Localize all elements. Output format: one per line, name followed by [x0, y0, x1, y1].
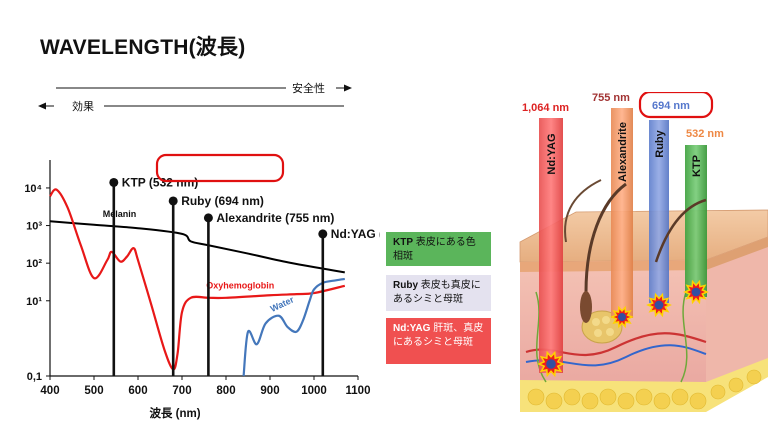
- hair-follicle: [580, 291, 592, 323]
- safety-label: 安全性: [292, 81, 325, 95]
- burst-core: [546, 359, 556, 369]
- beam-ruby-label: Ruby: [654, 129, 666, 157]
- y-tick-label: 10³: [26, 221, 42, 233]
- laser-marker: [109, 177, 119, 187]
- laser-label: KTP (532 nm): [122, 175, 198, 189]
- beam-alexandrite: [611, 108, 633, 318]
- ruby-beam-highlight: [638, 92, 714, 119]
- beam-ktp-wavelength: 532 nm: [686, 128, 724, 140]
- beam-ndyag: [539, 118, 563, 373]
- beam-ktp-label: KTP: [691, 155, 703, 177]
- laser-label: Nd:YAG (1064 nm): [331, 227, 380, 241]
- beam-ktp: [685, 145, 707, 297]
- legend-ruby-name: Ruby: [393, 280, 418, 291]
- epidermis-side: [706, 237, 768, 270]
- series-line-melanin: [49, 220, 345, 274]
- y-tick-label: 10¹: [26, 296, 42, 308]
- burst-core: [618, 313, 626, 321]
- laser-marker: [168, 196, 178, 206]
- hair-strand-1: [584, 182, 627, 293]
- laser-marker: [203, 213, 213, 223]
- y-tick-label: 0,1: [27, 371, 42, 383]
- series-label-melanin: Melanin: [103, 209, 137, 219]
- beam-ndyag-label: Nd:YAG: [546, 133, 558, 174]
- skin-illustration: 1,064 nm 755 nm 694 nm 532 nm Nd:YAG Ale…: [519, 92, 768, 412]
- y-tick-label: 10⁴: [24, 183, 42, 195]
- x-tick-label: 500: [84, 385, 103, 397]
- legend-ktp-name: KTP: [393, 237, 413, 248]
- beam-ruby-wavelength: 694 nm: [652, 100, 690, 112]
- effect-label: 効果: [72, 99, 94, 113]
- series-line-oxyhemoglobin: [49, 188, 346, 371]
- safety-arrow: 安全性: [56, 80, 352, 95]
- legend-ruby: Ruby 表皮も真皮にあるシミと母斑: [386, 275, 491, 311]
- series-label-water: Water: [269, 294, 296, 314]
- series-label-oxyhemoglobin: Oxyhemoglobin: [206, 281, 274, 291]
- laser-label: Ruby (694 nm): [181, 194, 264, 208]
- x-axis-label: 波長 (nm): [149, 406, 200, 420]
- beam-alexandrite-label: Alexandrite: [617, 122, 629, 182]
- x-tick-label: 400: [40, 385, 59, 397]
- sebaceous-gland: [581, 310, 623, 344]
- legend-ruby-text: 表皮も真皮にあるシミと母斑: [393, 280, 481, 305]
- beam-alexandrite-wavelength: 755 nm: [592, 92, 630, 104]
- burst-core: [691, 287, 701, 297]
- x-tick-label: 1100: [346, 385, 371, 397]
- absorption-targets: [537, 279, 709, 378]
- beam-ruby: [649, 120, 669, 303]
- fat-cells: [527, 369, 762, 410]
- x-tick-label: 700: [172, 385, 191, 397]
- y-tick-label: 10²: [26, 258, 42, 270]
- absorption-chart: 安全性 効果 400 500 600 700 800 900 1000 1100 0,1 10¹ 1…: [24, 80, 380, 420]
- legend-ktp: KTP 表皮にある色相斑: [386, 232, 491, 266]
- legend-ndyag-text: 肝斑、真皮にあるシミと母斑: [393, 323, 484, 348]
- beam-ndyag-wavelength: 1,064 nm: [522, 102, 569, 114]
- x-tick-label: 900: [260, 385, 279, 397]
- legend-ktp-text: 表皮にある色相斑: [393, 237, 476, 262]
- dermis-side: [706, 237, 768, 392]
- legend-ndyag: Nd:YAG 肝斑、真皮にあるシミと母斑: [386, 318, 491, 364]
- hair-strand-2: [654, 198, 707, 263]
- x-tick-label: 800: [216, 385, 235, 397]
- effect-arrow: 効果: [38, 98, 344, 113]
- hair-strand-3: [564, 179, 602, 243]
- laser-marker: [318, 229, 328, 239]
- x-tick-label: 600: [128, 385, 147, 397]
- legend-ndyag-name: Nd:YAG: [393, 323, 431, 334]
- x-tick-label: 1000: [301, 385, 327, 397]
- laser-label: Alexandrite (755 nm): [216, 211, 334, 225]
- ruby-highlight: [155, 153, 285, 183]
- burst-core: [654, 300, 664, 310]
- fat-layer: [520, 358, 768, 412]
- page-title: WAVELENGTH(波長): [40, 36, 246, 59]
